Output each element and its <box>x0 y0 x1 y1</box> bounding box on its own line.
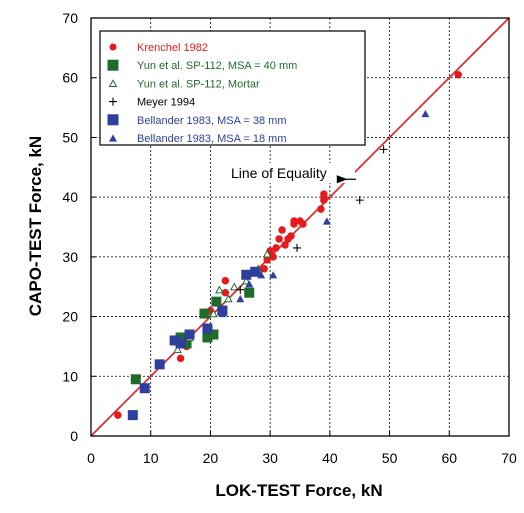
data-point <box>154 359 165 370</box>
data-point <box>244 287 255 298</box>
plot-frame <box>90 17 510 437</box>
x-tick-label: 60 <box>441 450 457 466</box>
data-point <box>355 196 364 205</box>
data-point <box>269 271 278 279</box>
y-tick-label: 40 <box>62 189 78 205</box>
data-point <box>421 109 430 118</box>
data-point <box>250 266 261 277</box>
data-point <box>320 190 328 198</box>
data-point <box>221 288 230 297</box>
x-tick-label: 10 <box>143 450 159 466</box>
y-tick-label: 10 <box>62 368 78 384</box>
data-point <box>199 308 210 319</box>
data-point <box>454 70 462 79</box>
data-point <box>209 309 218 318</box>
data-point <box>281 241 289 249</box>
data-points <box>114 70 462 421</box>
x-axis-title: LOK-TEST Force, kN <box>215 481 382 500</box>
legend-box <box>99 30 366 146</box>
legend-label: Meyer 1994 <box>137 97 195 109</box>
data-point <box>202 323 213 334</box>
data-point <box>130 374 141 385</box>
annotation-label: Line of Equality <box>231 165 327 181</box>
data-point <box>293 243 302 252</box>
data-point <box>211 296 222 307</box>
x-tick-label: 20 <box>203 450 219 466</box>
data-point <box>272 244 280 252</box>
data-point <box>278 226 286 234</box>
annotation-arrowhead <box>336 175 348 184</box>
data-point <box>287 232 295 240</box>
y-tick-label: 70 <box>62 10 78 26</box>
series-4 <box>236 145 388 294</box>
data-point <box>257 271 266 279</box>
y-axis-title: CAPO-TEST Force, kN <box>26 136 45 316</box>
data-point <box>262 249 272 258</box>
legend-label: Krenchel 1982 <box>137 42 208 54</box>
data-point <box>176 354 185 363</box>
data-point <box>379 145 388 154</box>
axis-ticks: 0 10 20 30 40 50 60 70 0 10 20 30 40 50 60 70 <box>62 10 517 466</box>
legend-label: Yun et al. SP-112, MSA = 40 mm <box>137 60 297 72</box>
x-tick-label: 30 <box>262 450 278 466</box>
data-point <box>229 282 239 291</box>
data-point <box>175 332 186 343</box>
data-point <box>241 269 252 280</box>
data-point <box>299 220 307 228</box>
x-tick-label: 70 <box>501 450 517 466</box>
data-point <box>175 338 186 349</box>
legend-marker <box>107 114 119 126</box>
y-tick-label: 60 <box>62 70 78 86</box>
annotation-background <box>229 163 355 183</box>
legend: Krenchel 1982 Yun et al. SP-112, MSA = 40… <box>99 30 366 146</box>
data-point <box>218 309 227 318</box>
series-6 <box>218 109 430 318</box>
y-tick-label: 50 <box>62 129 78 145</box>
data-point <box>139 383 150 394</box>
y-tick-label: 20 <box>62 309 78 325</box>
legend-label: Bellander 1983, MSA = 18 mm <box>137 133 287 145</box>
data-point <box>202 332 213 343</box>
series-1 <box>114 70 462 419</box>
x-tick-label: 50 <box>382 450 398 466</box>
data-point <box>184 329 195 340</box>
legend-marker <box>109 134 117 142</box>
data-point <box>169 335 180 346</box>
legend-marker <box>109 43 117 51</box>
data-point <box>241 276 251 285</box>
data-point <box>263 256 271 264</box>
x-tick-label: 0 <box>87 450 95 466</box>
data-point <box>114 411 122 419</box>
data-point <box>245 280 254 288</box>
data-point <box>181 338 192 349</box>
legend-label: Yun et al. SP-112, Mortar <box>137 78 260 90</box>
annotation: Line of Equality <box>229 163 356 184</box>
legend-marker <box>108 79 118 88</box>
data-point <box>275 235 283 243</box>
data-point <box>269 253 277 261</box>
legend-marker <box>109 97 117 106</box>
data-point <box>223 294 233 303</box>
data-point <box>215 285 224 294</box>
legend-marker <box>107 59 119 71</box>
data-point <box>322 217 331 225</box>
y-tick-label: 30 <box>62 249 78 265</box>
data-point <box>236 295 245 303</box>
data-point <box>317 205 325 213</box>
y-tick-label: 0 <box>70 428 78 444</box>
data-point <box>127 410 138 421</box>
data-point <box>260 265 268 273</box>
data-point <box>221 276 230 285</box>
data-point <box>173 345 182 354</box>
data-point <box>208 329 219 340</box>
data-point <box>290 217 298 225</box>
x-tick-label: 40 <box>322 450 338 466</box>
legend-label: Bellander 1983, MSA = 38 mm <box>137 115 287 127</box>
data-point <box>236 285 245 294</box>
legend-items: Krenchel 1982 Yun et al. SP-112, MSA = 40… <box>107 42 297 145</box>
